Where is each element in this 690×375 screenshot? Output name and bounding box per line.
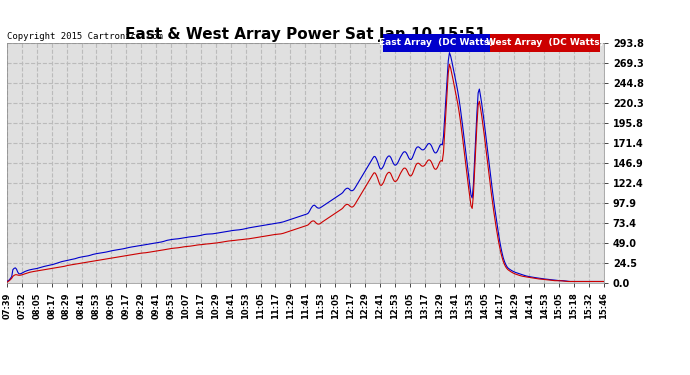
Text: East Array  (DC Watts): East Array (DC Watts) [380,38,493,47]
Title: East & West Array Power Sat Jan 10 15:51: East & West Array Power Sat Jan 10 15:51 [125,27,486,42]
Text: Copyright 2015 Cartronics.com: Copyright 2015 Cartronics.com [7,32,163,41]
Text: West Array  (DC Watts): West Array (DC Watts) [486,38,604,47]
